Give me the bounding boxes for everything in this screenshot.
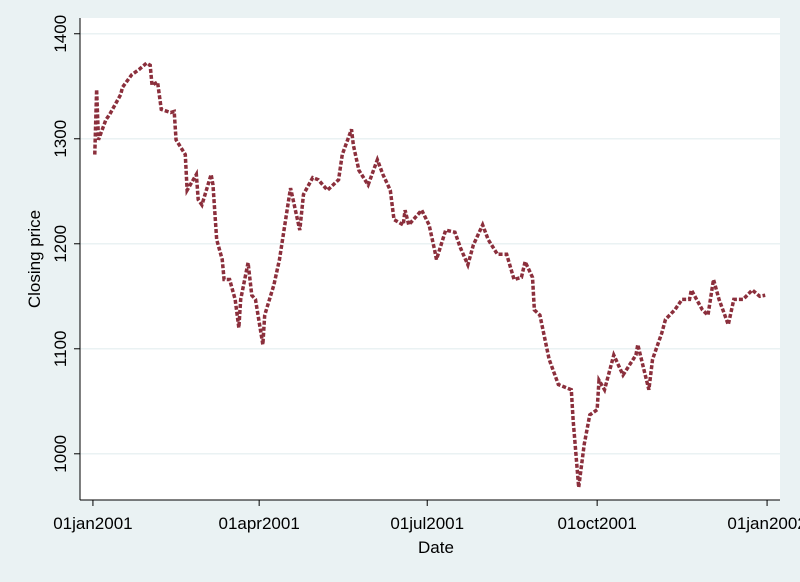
price-line	[93, 61, 766, 488]
x-tick-label: 01jan2001	[53, 514, 132, 533]
y-tick-label: 1100	[51, 331, 70, 368]
x-tick-label: 01apr2001	[218, 514, 299, 533]
x-tick-label: 01jul2001	[390, 514, 464, 533]
y-tick-label: 1300	[51, 120, 70, 158]
y-tick-label: 1000	[51, 435, 70, 473]
x-axis-label: Date	[418, 538, 454, 557]
y-axis-label: Closing price	[25, 210, 44, 308]
plot-area	[80, 18, 780, 500]
y-tick-label: 1400	[51, 15, 70, 53]
x-tick-label: 01jan2002	[727, 514, 800, 533]
y-tick-label: 1200	[51, 225, 70, 263]
x-tick-label: 01oct2001	[557, 514, 636, 533]
